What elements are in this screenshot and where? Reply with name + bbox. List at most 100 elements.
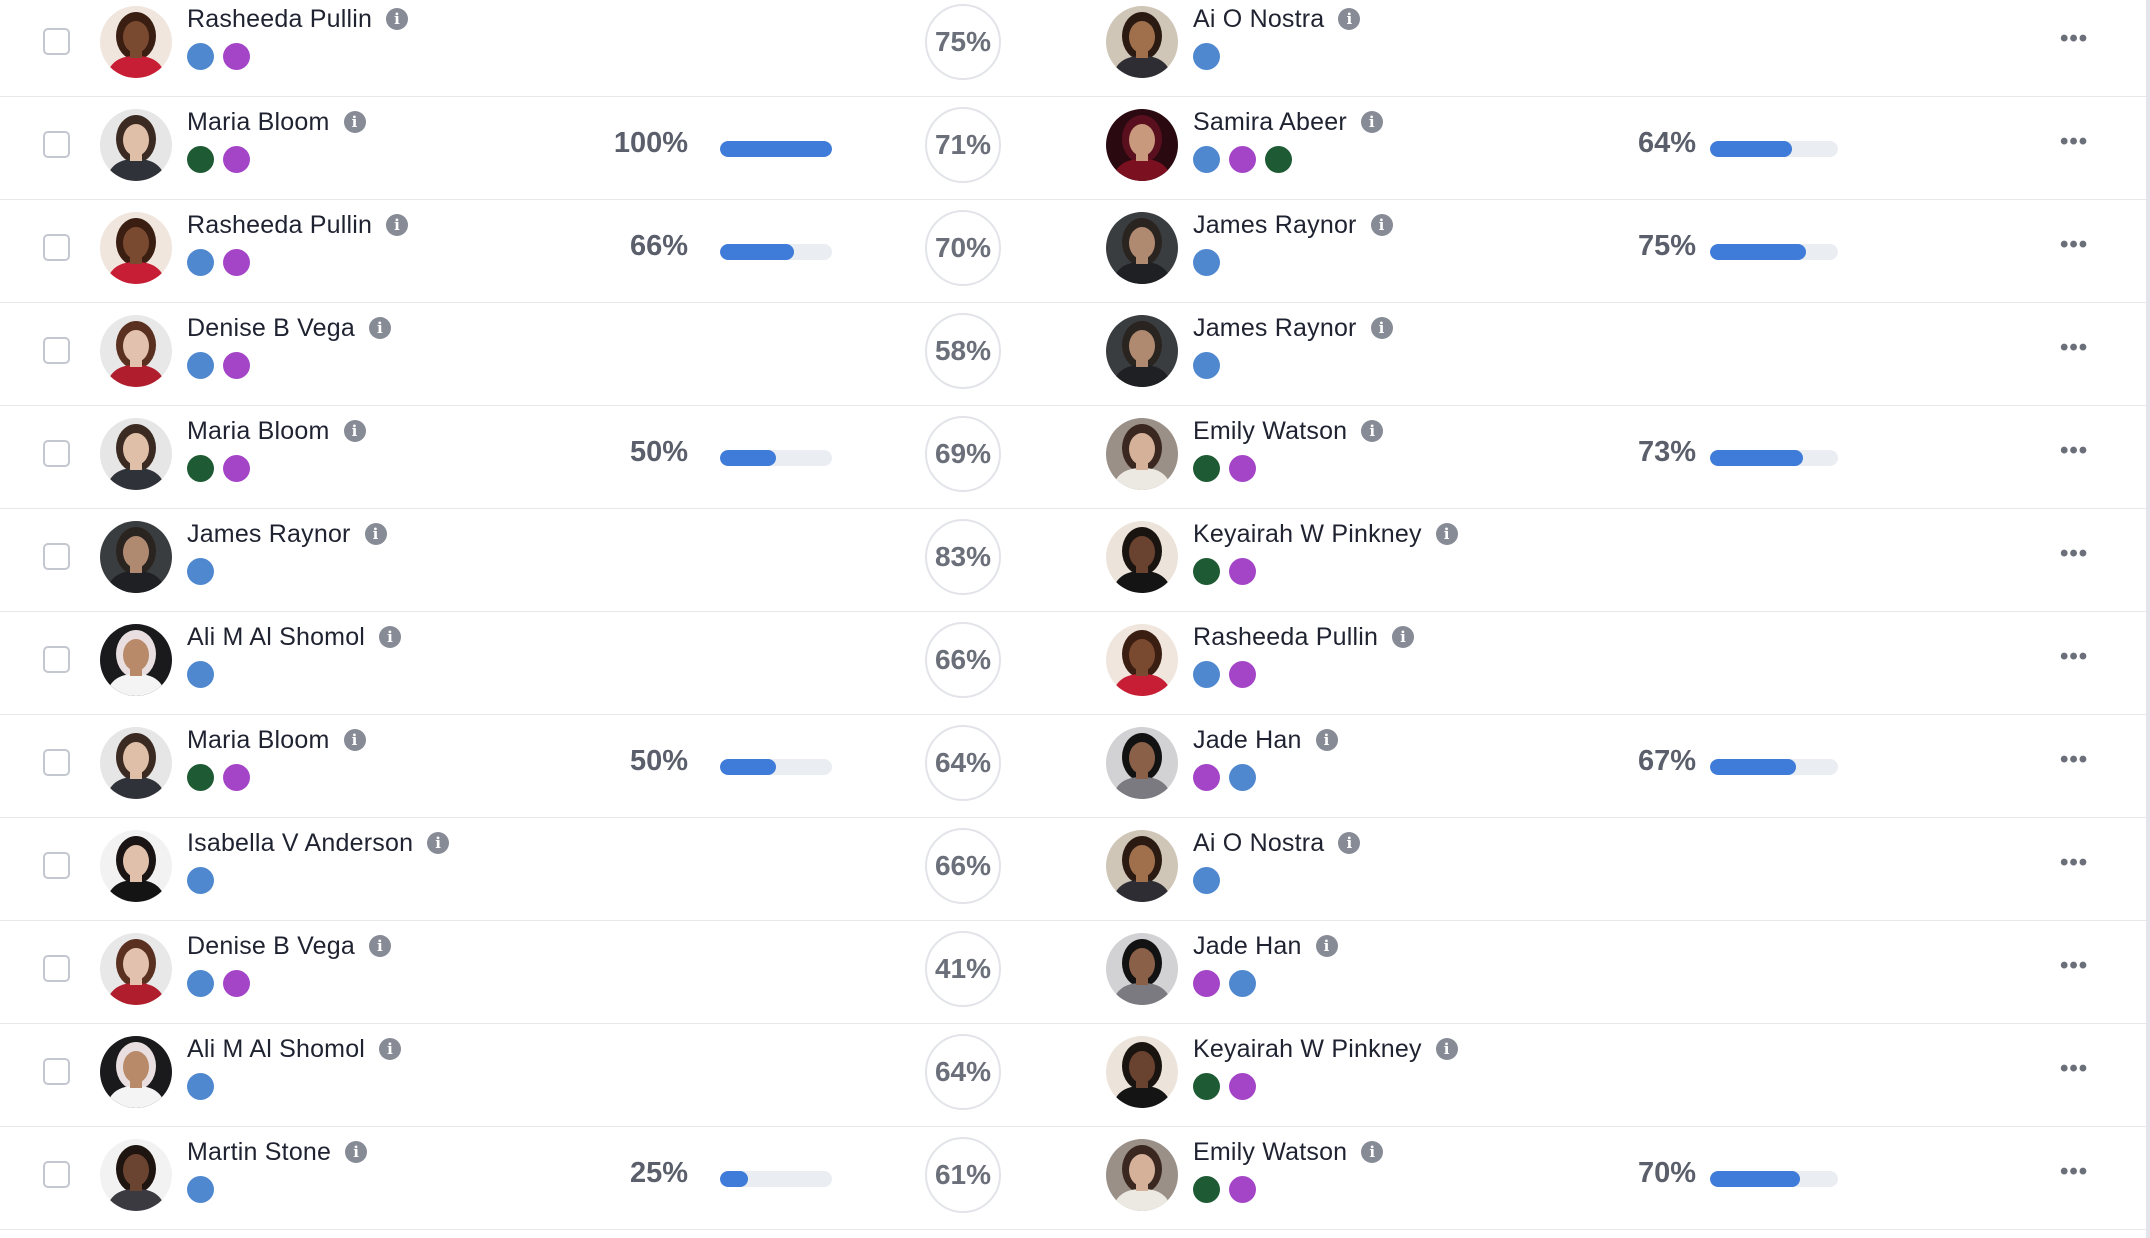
info-icon[interactable]: i: [1392, 626, 1415, 648]
person-name[interactable]: Rasheeda Pullin i: [1193, 623, 1415, 652]
table-row[interactable]: Maria Bloom i 50% 69% Emily Watson i 73% •••: [0, 406, 2146, 509]
avatar[interactable]: [100, 6, 172, 78]
info-icon[interactable]: i: [427, 832, 450, 854]
info-icon[interactable]: i: [343, 729, 366, 751]
avatar[interactable]: [1106, 6, 1178, 78]
avatar[interactable]: [100, 315, 172, 387]
person-name[interactable]: Ali M Al Shomol i: [187, 623, 402, 652]
avatar[interactable]: [100, 109, 172, 181]
info-icon[interactable]: i: [1338, 832, 1361, 854]
more-horizontal-icon[interactable]: •••: [2060, 25, 2089, 52]
info-icon[interactable]: i: [343, 111, 366, 133]
avatar[interactable]: [1106, 521, 1178, 593]
table-row[interactable]: Ali M Al Shomol i 64% Keyairah W Pinkney i ••…: [0, 1024, 2146, 1127]
more-horizontal-icon[interactable]: •••: [2060, 540, 2089, 567]
person-name[interactable]: Ai O Nostra i: [1193, 5, 1361, 34]
info-icon[interactable]: i: [1361, 1141, 1384, 1163]
avatar[interactable]: [1106, 212, 1178, 284]
avatar[interactable]: [100, 418, 172, 490]
person-name[interactable]: James Raynor i: [1193, 211, 1393, 240]
person-name[interactable]: James Raynor i: [1193, 314, 1393, 343]
avatar[interactable]: [100, 1139, 172, 1211]
more-horizontal-icon[interactable]: •••: [2060, 437, 2089, 464]
info-icon[interactable]: i: [379, 626, 402, 648]
more-horizontal-icon[interactable]: •••: [2060, 952, 2089, 979]
row-checkbox[interactable]: [43, 440, 70, 467]
person-name[interactable]: Maria Bloom i: [187, 417, 366, 446]
person-name[interactable]: Rasheeda Pullin i: [187, 211, 409, 240]
more-horizontal-icon[interactable]: •••: [2060, 849, 2089, 876]
avatar[interactable]: [100, 933, 172, 1005]
row-checkbox[interactable]: [43, 1161, 70, 1188]
more-horizontal-icon[interactable]: •••: [2060, 643, 2089, 670]
avatar[interactable]: [1106, 1036, 1178, 1108]
avatar[interactable]: [1106, 624, 1178, 696]
info-icon[interactable]: i: [379, 1038, 402, 1060]
info-icon[interactable]: i: [369, 935, 391, 957]
more-horizontal-icon[interactable]: •••: [2060, 128, 2089, 155]
info-icon[interactable]: i: [345, 1141, 368, 1163]
table-row[interactable]: Rasheeda Pullin i 66% 70% James Raynor i 75% ••…: [0, 200, 2146, 303]
table-row[interactable]: Rasheeda Pullin i 75% Ai O Nostra i •••: [0, 0, 2146, 97]
more-horizontal-icon[interactable]: •••: [2060, 231, 2089, 258]
person-name[interactable]: Keyairah W Pinkney i: [1193, 1035, 1458, 1064]
person-name[interactable]: Ali M Al Shomol i: [187, 1035, 402, 1064]
person-name[interactable]: Ai O Nostra i: [1193, 829, 1361, 858]
avatar[interactable]: [1106, 109, 1178, 181]
row-checkbox[interactable]: [43, 955, 70, 982]
avatar[interactable]: [100, 521, 172, 593]
info-icon[interactable]: i: [386, 8, 409, 30]
person-name[interactable]: Denise B Vega i: [187, 314, 391, 343]
row-checkbox[interactable]: [43, 337, 70, 364]
info-icon[interactable]: i: [386, 214, 409, 236]
avatar[interactable]: [100, 212, 172, 284]
table-row[interactable]: Denise B Vega i 58% James Raynor i •••: [0, 303, 2146, 406]
info-icon[interactable]: i: [1370, 317, 1393, 339]
row-checkbox[interactable]: [43, 646, 70, 673]
person-name[interactable]: Jade Han i: [1193, 932, 1338, 961]
info-icon[interactable]: i: [1360, 111, 1383, 133]
avatar[interactable]: [1106, 315, 1178, 387]
table-row[interactable]: Maria Bloom i 100% 71% Samira Abeer i 64% •••: [0, 97, 2146, 200]
table-row[interactable]: Maria Bloom i 50% 64% Jade Han i 67% •••: [0, 715, 2146, 818]
person-name[interactable]: Emily Watson i: [1193, 417, 1384, 446]
info-icon[interactable]: i: [1435, 523, 1458, 545]
row-checkbox[interactable]: [43, 131, 70, 158]
table-row[interactable]: Denise B Vega i 41% Jade Han i •••: [0, 921, 2146, 1024]
avatar[interactable]: [1106, 933, 1178, 1005]
table-row[interactable]: Ali M Al Shomol i 66% Rasheeda Pullin i •••: [0, 612, 2146, 715]
avatar[interactable]: [1106, 830, 1178, 902]
avatar[interactable]: [100, 727, 172, 799]
person-name[interactable]: Jade Han i: [1193, 726, 1338, 755]
info-icon[interactable]: i: [364, 523, 387, 545]
row-checkbox[interactable]: [43, 852, 70, 879]
scrollbar-track[interactable]: [2146, 0, 2150, 1238]
person-name[interactable]: Maria Bloom i: [187, 108, 366, 137]
info-icon[interactable]: i: [1315, 729, 1338, 751]
person-name[interactable]: Maria Bloom i: [187, 726, 366, 755]
info-icon[interactable]: i: [1370, 214, 1393, 236]
more-horizontal-icon[interactable]: •••: [2060, 746, 2089, 773]
more-horizontal-icon[interactable]: •••: [2060, 1158, 2089, 1185]
info-icon[interactable]: i: [1435, 1038, 1458, 1060]
table-row[interactable]: Martin Stone i 25% 61% Emily Watson i 70% •••: [0, 1127, 2146, 1230]
person-name[interactable]: James Raynor i: [187, 520, 387, 549]
avatar[interactable]: [1106, 418, 1178, 490]
avatar[interactable]: [1106, 1139, 1178, 1211]
info-icon[interactable]: i: [1315, 935, 1338, 957]
row-checkbox[interactable]: [43, 749, 70, 776]
info-icon[interactable]: i: [1338, 8, 1361, 30]
avatar[interactable]: [100, 624, 172, 696]
row-checkbox[interactable]: [43, 28, 70, 55]
person-name[interactable]: Emily Watson i: [1193, 1138, 1384, 1167]
person-name[interactable]: Rasheeda Pullin i: [187, 5, 409, 34]
person-name[interactable]: Samira Abeer i: [1193, 108, 1383, 137]
info-icon[interactable]: i: [1361, 420, 1384, 442]
more-horizontal-icon[interactable]: •••: [2060, 1055, 2089, 1082]
avatar[interactable]: [1106, 727, 1178, 799]
table-row[interactable]: Isabella V Anderson i 66% Ai O Nostra i •••: [0, 818, 2146, 921]
row-checkbox[interactable]: [43, 543, 70, 570]
info-icon[interactable]: i: [369, 317, 391, 339]
more-horizontal-icon[interactable]: •••: [2060, 334, 2089, 361]
person-name[interactable]: Isabella V Anderson i: [187, 829, 450, 858]
